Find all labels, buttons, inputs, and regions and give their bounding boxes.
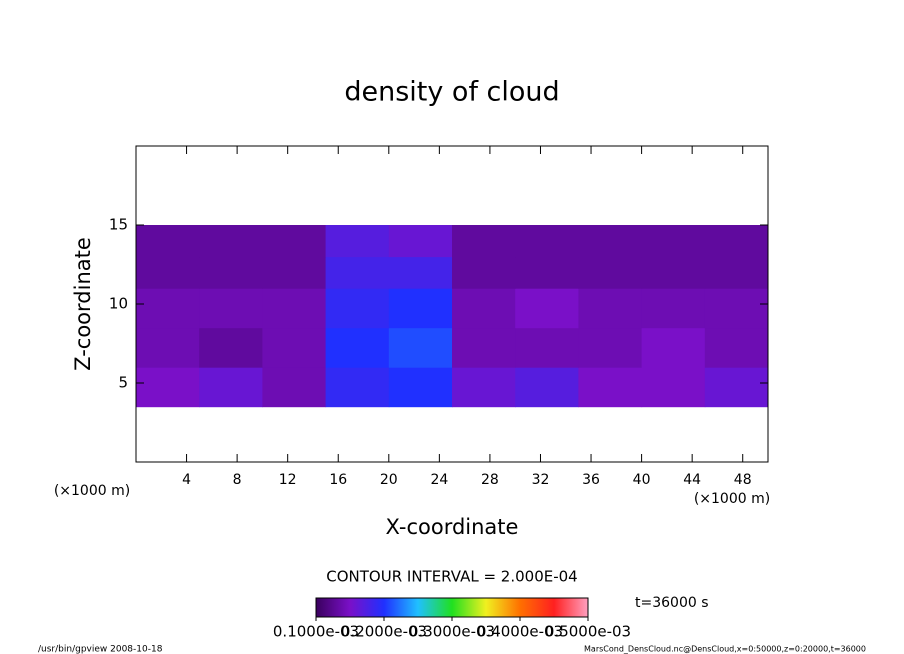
x-tick-label: 36 <box>582 472 600 488</box>
contour-cell <box>325 367 390 408</box>
contour-cell <box>641 288 706 329</box>
contour-cell <box>578 256 643 289</box>
contour-cell <box>452 367 516 408</box>
contour-cell <box>641 367 706 408</box>
x-tick-label: 48 <box>734 472 752 488</box>
contour-cell <box>452 327 516 368</box>
contour-cell <box>199 256 263 289</box>
colorbar-tick-label: 0.3000e-03 <box>409 623 495 641</box>
y-tick-label: 15 <box>109 216 128 234</box>
contour-cell <box>262 327 327 368</box>
contour-cell <box>388 288 453 329</box>
contour-cell <box>325 288 390 329</box>
y-axis-label: Z-coordinate <box>71 237 95 371</box>
contour-cell <box>452 225 516 258</box>
contour-cell <box>136 225 200 258</box>
contour-cell <box>704 288 769 329</box>
contour-cell <box>704 225 769 258</box>
colorbar <box>315 597 589 618</box>
x-tick-label: 20 <box>380 472 398 488</box>
x-tick-label: 44 <box>683 472 701 488</box>
contour-cell <box>199 327 263 368</box>
contour-cell <box>515 367 579 408</box>
contour-cell <box>578 367 643 408</box>
contour-cell <box>325 225 390 258</box>
contour-cell <box>452 256 516 289</box>
contour-cell <box>515 327 579 368</box>
x-tick-label: 24 <box>430 472 448 488</box>
contour-cell <box>388 367 453 408</box>
contour-cell <box>199 288 263 329</box>
y-tick-label: 5 <box>118 374 128 392</box>
contour-cell <box>515 288 579 329</box>
contour-cell <box>515 256 579 289</box>
contour-cell <box>136 288 200 329</box>
time-label: t=36000 s <box>635 595 709 611</box>
contour-cell <box>641 327 706 368</box>
contour-cell <box>199 367 263 408</box>
contour-cell <box>325 256 390 289</box>
y-unit: (×1000 m) <box>54 483 130 499</box>
x-axis-label: X-coordinate <box>386 515 519 539</box>
contour-cell <box>262 256 327 289</box>
contour-cell <box>578 327 643 368</box>
footer-left: /usr/bin/gpview 2008-10-18 <box>38 645 163 654</box>
x-tick-label: 16 <box>329 472 347 488</box>
contour-cell <box>262 288 327 329</box>
contour-interval: CONTOUR INTERVAL = 2.000E-04 <box>326 568 577 586</box>
contour-cell <box>641 256 706 289</box>
x-tick-label: 28 <box>481 472 499 488</box>
footer-right: MarsCond_DensCloud.nc@DensCloud,x=0:5000… <box>584 645 866 654</box>
colorbar-tick-label: 0.1000e-03 <box>273 623 359 641</box>
contour-cell <box>325 327 390 368</box>
contour-cell <box>199 225 263 258</box>
contour-cell <box>388 327 453 368</box>
chart-title: density of cloud <box>344 77 559 108</box>
x-tick-label: 4 <box>182 472 191 488</box>
contour-cell <box>578 288 643 329</box>
colorbar-tick-label: 0.5000e-03 <box>545 623 631 641</box>
contour-cell <box>262 367 327 408</box>
y-tick-label: 10 <box>109 295 128 313</box>
contour-cell <box>704 327 769 368</box>
contour-cell <box>704 256 769 289</box>
x-tick-label: 12 <box>279 472 297 488</box>
contour-cell <box>388 225 453 258</box>
x-tick-label: 8 <box>233 472 242 488</box>
colorbar-tick-label: 0.2000e-03 <box>341 623 427 641</box>
x-tick-label: 40 <box>633 472 651 488</box>
contour-cell <box>136 327 200 368</box>
contour-cell <box>578 225 643 258</box>
colorbar-tick-label: 0.4000e-03 <box>477 623 563 641</box>
contour-cell <box>136 367 200 408</box>
x-tick-label: 32 <box>532 472 550 488</box>
contour-cell <box>262 225 327 258</box>
contour-cell <box>452 288 516 329</box>
contour-cell <box>136 256 200 289</box>
contour-cell <box>641 225 706 258</box>
x-unit: (×1000 m) <box>694 491 770 507</box>
contour-cell <box>704 367 769 408</box>
contour-cell <box>388 256 453 289</box>
contour-cell <box>515 225 579 258</box>
